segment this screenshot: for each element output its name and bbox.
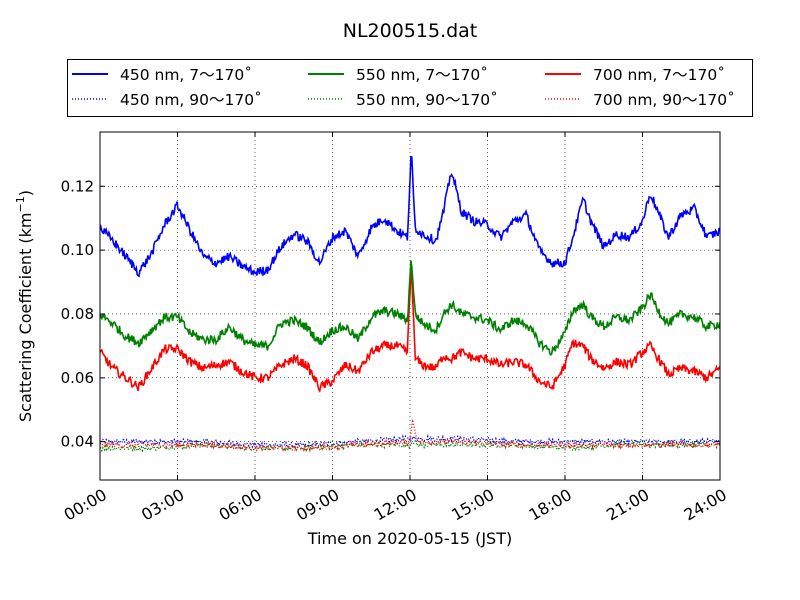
y-axis-label-sup: −1 bbox=[14, 196, 27, 212]
x-tick-label: 00:00 bbox=[61, 485, 110, 525]
series-layer bbox=[100, 155, 720, 454]
x-tick-label: 21:00 bbox=[603, 485, 652, 525]
x-tick-label: 06:00 bbox=[216, 485, 265, 525]
y-tick-label: 0.08 bbox=[61, 305, 94, 323]
series-line bbox=[100, 155, 720, 278]
ticks: 00:00 03:00 06:00 09:00 12:00 15:00 18:00 21:00… bbox=[61, 132, 730, 525]
legend: 450 nm, 7～170˚ 550 nm, 7～170˚ 700 nm, 7～17… bbox=[72, 66, 735, 109]
legend-label: 700 nm, 90～170˚ bbox=[593, 91, 735, 109]
x-tick-label: 12:00 bbox=[371, 485, 420, 525]
legend-label: 550 nm, 7～170˚ bbox=[356, 66, 488, 84]
legend-label: 700 nm, 7～170˚ bbox=[593, 66, 725, 84]
legend-box bbox=[67, 59, 753, 117]
x-tick-label: 24:00 bbox=[681, 485, 730, 525]
grid bbox=[100, 132, 720, 480]
y-tick-label: 0.12 bbox=[61, 177, 94, 195]
x-tick-label: 15:00 bbox=[448, 485, 497, 525]
x-tick-label: 03:00 bbox=[138, 485, 187, 525]
y-tick-label: 0.06 bbox=[61, 369, 94, 387]
x-axis-label: Time on 2020-05-15 (JST) bbox=[307, 529, 512, 548]
x-tick-label: 18:00 bbox=[526, 485, 575, 525]
series-line bbox=[100, 419, 720, 453]
series-line bbox=[100, 260, 720, 356]
legend-label: 450 nm, 90～170˚ bbox=[120, 91, 262, 109]
y-tick-label: 0.04 bbox=[61, 433, 94, 451]
y-tick-label: 0.10 bbox=[61, 241, 94, 259]
x-tick-label: 09:00 bbox=[293, 485, 342, 525]
y-axis-label: Scattering Coefficient (km−1) bbox=[14, 190, 35, 422]
legend-label: 450 nm, 7～170˚ bbox=[120, 66, 252, 84]
series-line bbox=[100, 433, 720, 450]
legend-label: 550 nm, 90～170˚ bbox=[356, 91, 498, 109]
y-axis-label-main: Scattering Coefficient (km bbox=[16, 212, 35, 422]
chart-title: NL200515.dat bbox=[343, 20, 478, 42]
series-line bbox=[100, 271, 720, 394]
y-axis-label-close: ) bbox=[16, 190, 35, 196]
